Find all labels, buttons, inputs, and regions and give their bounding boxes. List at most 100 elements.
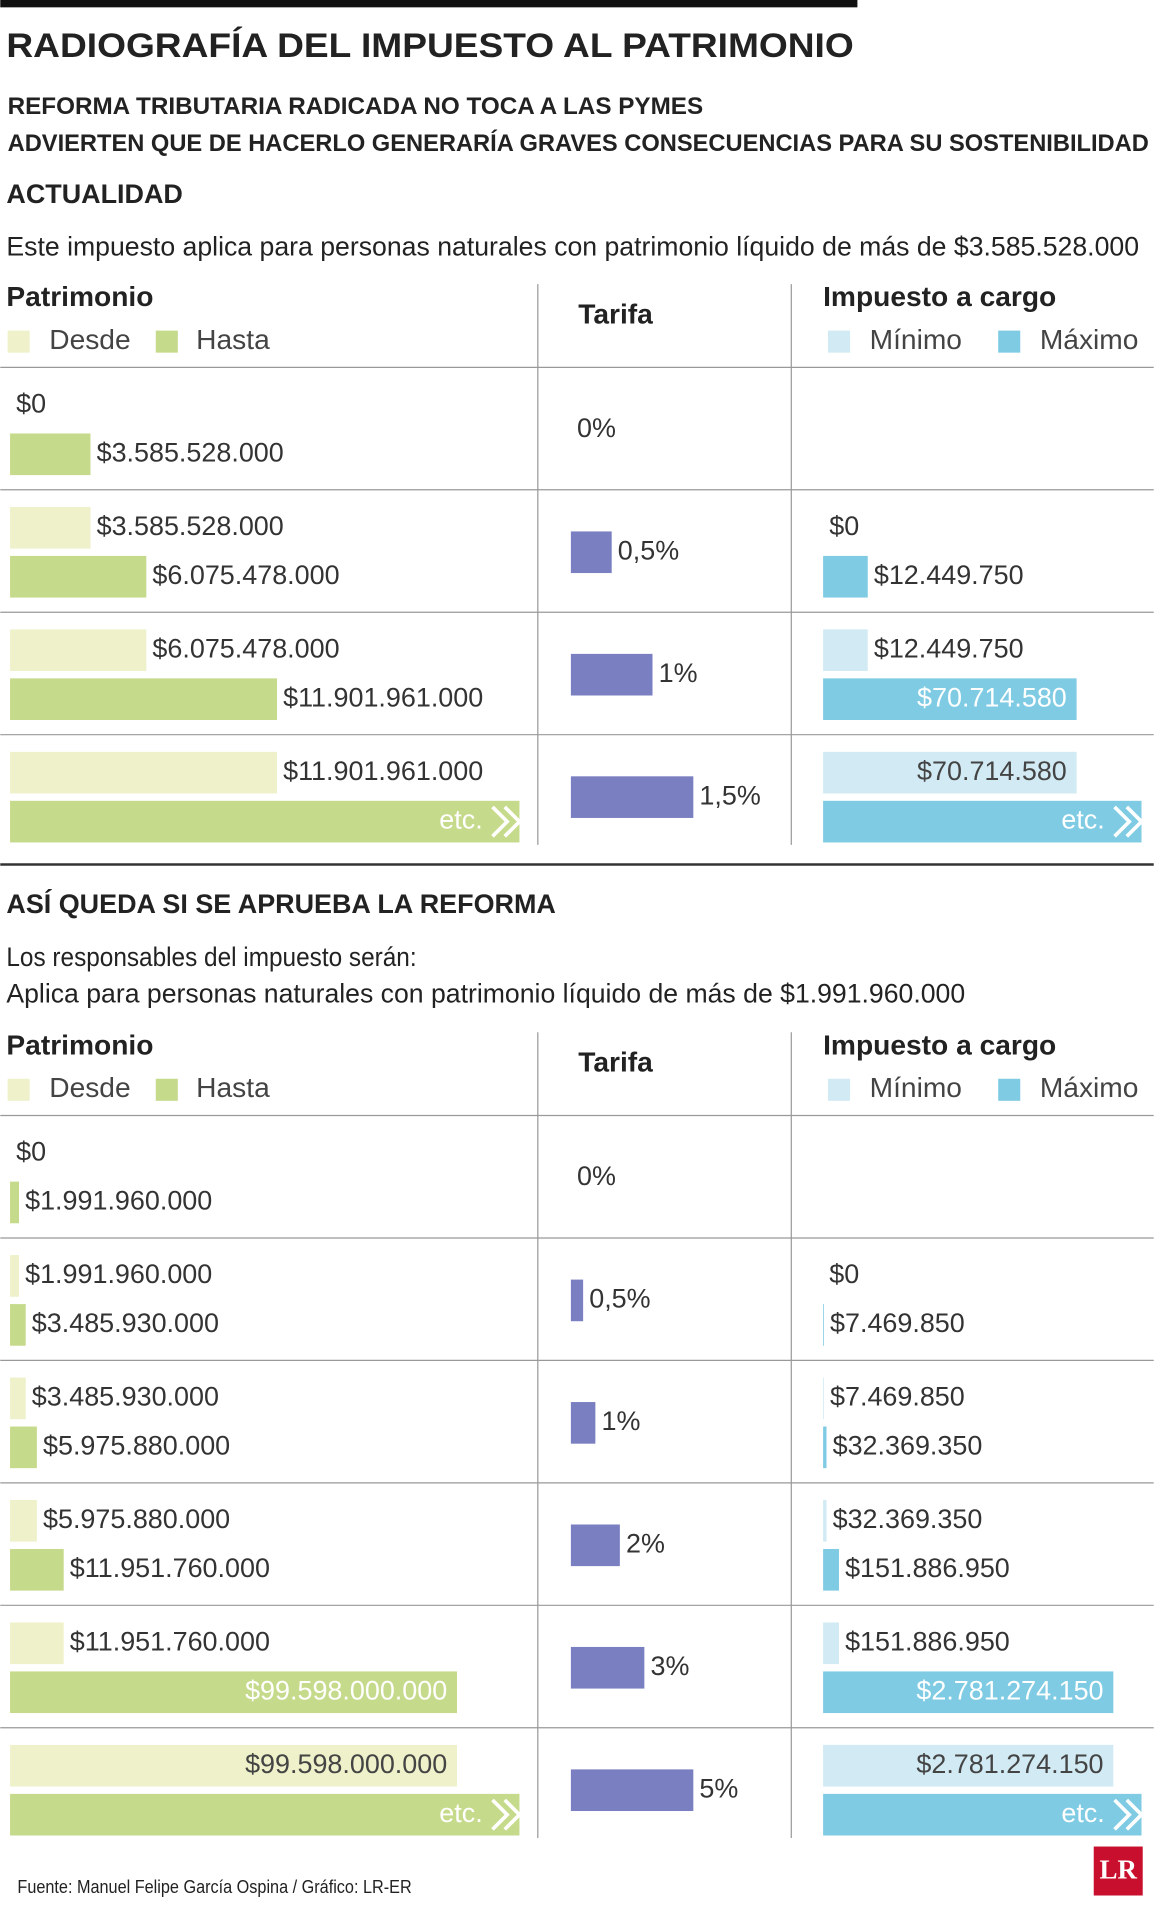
legend-label: Máximo [1040,324,1139,355]
tarifa-label: 5% [699,1773,738,1803]
note: Los responsables del impuesto serán: [6,942,416,972]
logo: LR [1100,1854,1138,1884]
hasta-label: $5.975.880.000 [43,1430,230,1460]
maximo-label: $7.469.850 [830,1308,965,1338]
desde-bar [10,1377,26,1420]
legend-swatch [828,330,851,353]
minimo-label: $151.886.950 [845,1626,1010,1656]
maximo-bar [823,678,1077,720]
maximo-bar [823,555,868,598]
minimo-bar [823,1622,839,1665]
desde-label: $3.585.528.000 [97,511,284,541]
tarifa-label: 0,5% [589,1284,650,1314]
source: Fuente: Manuel Felipe García Ospina / Gr… [17,1876,411,1897]
legend-label: Hasta [196,1072,270,1103]
note: Aplica para personas naturales con patri… [6,979,965,1009]
hasta-label: $6.075.478.000 [152,560,339,590]
legend-swatch [828,1078,851,1101]
tarifa-label: 0% [577,1161,616,1191]
hasta-bar [10,1548,64,1591]
etc-bar [10,1793,520,1836]
legend-label: Mínimo [870,324,962,355]
hasta-bar [10,678,278,720]
maximo-bar [823,1548,839,1591]
minimo-bar [823,751,1077,794]
hasta-bar [10,1181,19,1224]
desde-bar [10,751,278,794]
maximo-label: $12.449.750 [874,560,1024,590]
legend-label: Máximo [1040,1072,1139,1103]
chevron [1125,805,1145,838]
legend-swatch [998,1078,1021,1101]
column-header: Impuesto a cargo [823,1029,1056,1060]
tarifa-label: 0% [577,413,616,443]
minimo-bar [823,1377,824,1420]
maximo-label: $70.714.580 [917,682,1067,712]
column-header: Impuesto a cargo [823,281,1056,312]
chevron [1113,805,1132,838]
tarifa-label: 0,5% [618,535,679,565]
tarifa-label: 1,5% [699,780,760,810]
minimo-bar [823,1500,827,1542]
hasta-label: $3.585.528.000 [97,437,284,467]
maximo-bar [823,1304,824,1346]
minimo-label: $0 [829,511,859,541]
legend-label: Hasta [196,324,270,355]
legend-swatch [155,1078,178,1101]
section-heading: ASÍ QUEDA SI SE APRUEBA LA REFORMA [6,888,555,919]
etc-label: etc. [1061,805,1104,835]
maximo-label: $32.369.350 [833,1430,983,1460]
maximo-bar [823,1671,1114,1714]
desde-label: $5.975.880.000 [43,1504,230,1534]
etc-label: etc. [439,1798,482,1828]
hasta-bar [10,1671,458,1714]
legend-swatch [998,330,1021,353]
hasta-label: $3.485.930.000 [32,1308,219,1338]
maximo-label: $2.781.274.150 [916,1675,1103,1705]
chevron [503,1798,523,1831]
etc-label: etc. [439,805,482,835]
column-header: Tarifa [578,1047,653,1078]
minimo-label: $70.714.580 [917,756,1067,786]
legend-label: Desde [49,324,130,355]
legend-label: Desde [49,1072,130,1103]
minimo-bar [823,629,868,672]
hasta-label: $11.951.760.000 [70,1553,270,1583]
desde-label: $0 [16,388,46,418]
desde-label: $11.901.961.000 [283,756,483,786]
chevron [491,1798,510,1831]
tarifa-bar [570,1402,596,1444]
tarifa-bar [570,531,612,574]
desde-label: $3.485.930.000 [32,1381,219,1411]
top-rule [0,0,858,8]
chevron [1125,1798,1145,1831]
tarifa-bar [570,776,694,818]
hasta-bar [10,1304,26,1346]
hasta-bar [10,555,147,598]
title: RADIOGRAFÍA DEL IMPUESTO AL PATRIMONIO [6,25,853,65]
legend-swatch [7,1078,30,1101]
tarifa-bar [570,1279,584,1322]
legend-swatch [155,330,178,353]
column-header: Patrimonio [6,281,153,312]
desde-label: $0 [16,1137,46,1167]
section-heading: ACTUALIDAD [6,179,182,209]
desde-label: $99.598.000.000 [245,1749,447,1779]
etc-bar [10,800,520,843]
etc-bar [823,1793,1142,1836]
desde-bar [10,1622,64,1665]
chevron [1113,1798,1132,1831]
hasta-bar [10,1426,37,1469]
minimo-label: $7.469.850 [830,1381,965,1411]
subtitle: ADVIERTEN QUE DE HACERLO GENERARÍA GRAVE… [8,129,1149,157]
hasta-label: $1.991.960.000 [25,1186,212,1216]
hasta-bar [10,433,91,476]
column-header: Tarifa [578,298,653,329]
maximo-label: $151.886.950 [845,1553,1010,1583]
etc-bar [823,800,1142,843]
subtitle: REFORMA TRIBUTARIA RADICADA NO TOCA A LA… [8,93,704,120]
desde-bar [10,629,147,672]
desde-bar [10,506,91,549]
